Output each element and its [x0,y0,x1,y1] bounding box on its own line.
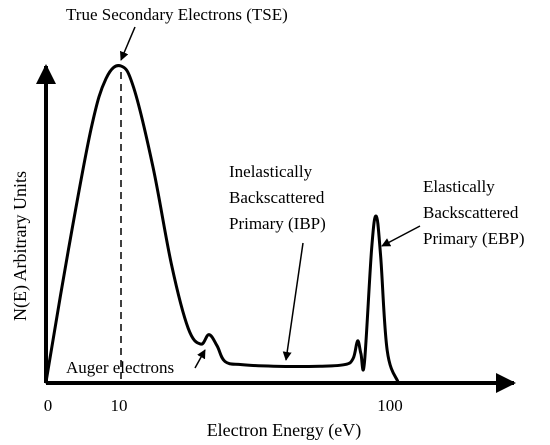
auger-label: Auger electrons [66,358,174,377]
x-axis-title: Electron Energy (eV) [207,420,362,441]
ibp-label: Inelastically Backscattered Primary (IBP… [229,162,329,233]
ebp-label: Elastically Backscattered Primary (EBP) [423,177,525,248]
annotation-ebp: Elastically Backscattered Primary (EBP) [381,177,525,248]
y-axis-title: N(E) Arbitrary Units [10,171,31,321]
x-tick-label: 100 [377,396,403,415]
tse-arrow [120,26,136,61]
x-tick-label: 0 [44,396,53,415]
auger-arrow [194,349,206,369]
x-tick-labels: 0 10 100 [44,396,403,415]
spectrum-series-line [44,64,400,384]
annotation-tse: True Secondary Electrons (TSE) [66,5,288,61]
tse-label: True Secondary Electrons (TSE) [66,5,288,24]
annotation-ibp: Inelastically Backscattered Primary (IBP… [229,162,329,361]
ebp-arrow [381,225,421,247]
annotation-auger: Auger electrons [66,349,206,377]
x-tick-label: 10 [111,396,128,415]
ibp-arrow [282,242,304,361]
